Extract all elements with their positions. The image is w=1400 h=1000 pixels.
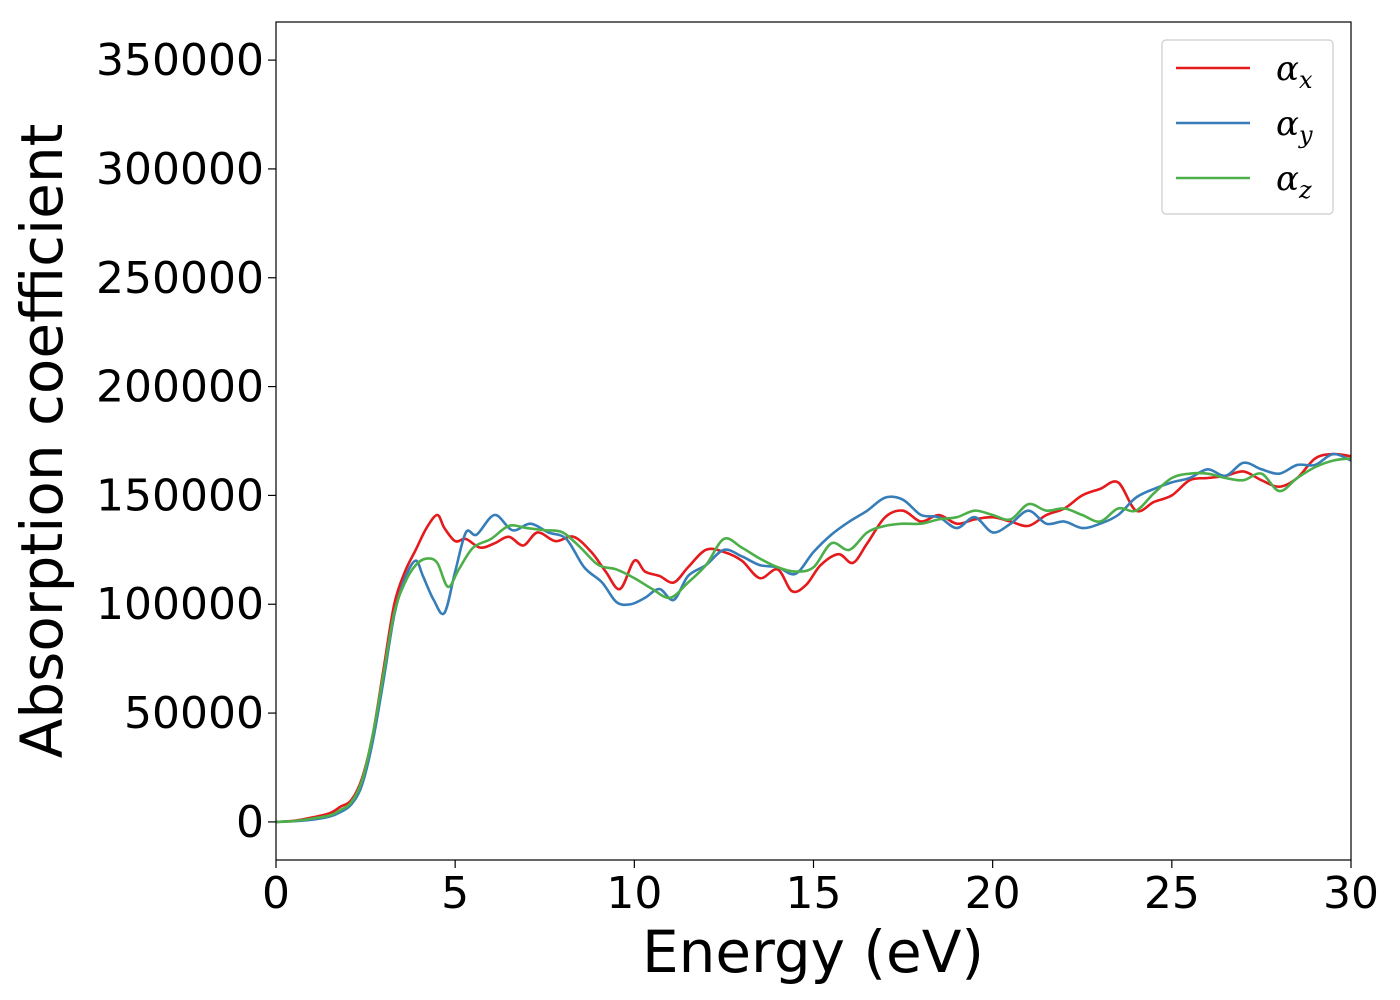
legend-box (1161, 39, 1334, 215)
y-tick-label: 250000 (96, 253, 264, 304)
x-tick-label: 25 (1144, 868, 1200, 919)
y-tick-label: 100000 (96, 579, 264, 630)
x-axis-title: Energy (eV) (642, 918, 984, 986)
y-tick-label: 300000 (96, 144, 264, 195)
y-tick-label: 50000 (124, 688, 264, 739)
y-tick-label: 150000 (96, 470, 264, 521)
legend-label-y: αy (1276, 104, 1313, 149)
y-tick-label: 200000 (96, 362, 264, 413)
series-line-z (276, 457, 1351, 824)
x-tick-label: 10 (606, 868, 662, 919)
axes-layer: 0 5 10 15 20 25 30 0 50000 100000 150000 200000 2500… (96, 21, 1379, 919)
x-tick-label: 20 (965, 868, 1021, 919)
legend-label-z: αz (1276, 159, 1312, 204)
series-line-x (276, 452, 1351, 824)
x-tick-label: 15 (786, 868, 842, 919)
x-tick-label: 0 (262, 868, 290, 919)
legend-label-x: αx (1276, 49, 1313, 94)
x-tick-label: 30 (1323, 868, 1379, 919)
series-layer (276, 452, 1351, 824)
y-tick-label: 350000 (96, 35, 264, 86)
x-tick-label: 5 (441, 868, 469, 919)
y-tick-label: 0 (236, 797, 264, 848)
legend: αx αy αz (1161, 39, 1334, 215)
y-axis-title: Absorption coefficient (8, 124, 76, 759)
series-line-y (276, 452, 1351, 824)
